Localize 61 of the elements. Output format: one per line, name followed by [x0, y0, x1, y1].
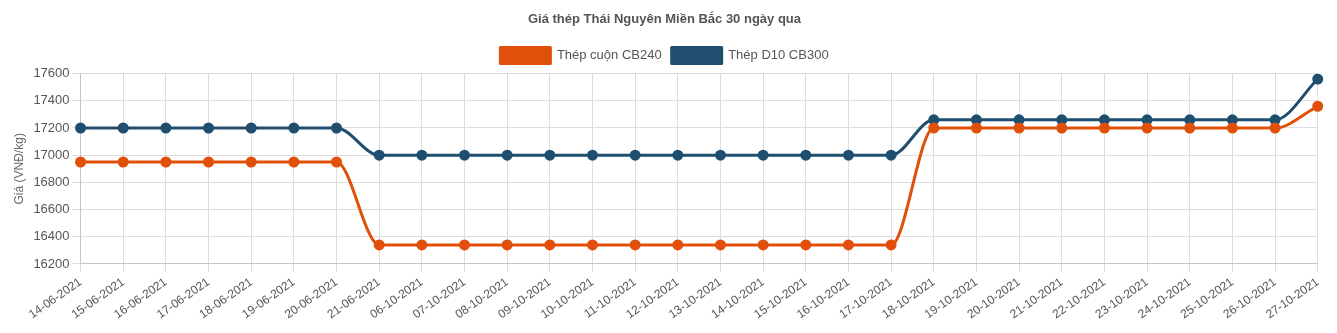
point — [672, 239, 684, 251]
point — [714, 239, 726, 251]
point — [160, 122, 172, 134]
point — [1013, 122, 1025, 134]
point — [928, 122, 940, 134]
legend-label: Thép cuộn CB240 — [556, 47, 662, 63]
point — [416, 149, 428, 161]
y-tick-label: 16600 — [33, 201, 70, 217]
point — [160, 156, 172, 168]
point — [203, 122, 215, 134]
point — [757, 239, 769, 251]
y-tick-label: 17400 — [33, 92, 70, 108]
point — [1141, 122, 1153, 134]
y-tick-label: 17600 — [33, 65, 70, 81]
point — [288, 122, 300, 134]
point — [416, 239, 428, 251]
legend-label: Thép D10 CB300 — [728, 47, 829, 63]
point — [459, 239, 471, 251]
point — [117, 122, 129, 134]
point — [714, 149, 726, 161]
point — [757, 149, 769, 161]
chart-title: Giá thép Thái Nguyên Miền Bắc 30 ngày qua — [527, 11, 802, 27]
point — [629, 239, 641, 251]
point — [586, 239, 598, 251]
point — [885, 149, 897, 161]
point — [459, 149, 471, 161]
point — [288, 156, 300, 168]
y-tick-label: 16200 — [33, 255, 70, 271]
point — [1098, 122, 1110, 134]
y-axis-title: Giá (VNĐ/kg) — [11, 133, 26, 205]
point — [842, 239, 854, 251]
point — [800, 149, 812, 161]
point — [1184, 122, 1196, 134]
point — [1226, 122, 1238, 134]
y-tick-label: 17200 — [33, 119, 70, 135]
point — [672, 149, 684, 161]
point — [970, 122, 982, 134]
point — [1269, 122, 1281, 134]
point — [245, 156, 257, 168]
point — [331, 156, 343, 168]
point — [544, 239, 556, 251]
point — [586, 149, 598, 161]
point — [373, 149, 385, 161]
point — [203, 156, 215, 168]
point — [800, 239, 812, 251]
point — [501, 149, 513, 161]
point — [501, 239, 513, 251]
point — [842, 149, 854, 161]
point — [331, 122, 343, 134]
point — [1312, 73, 1324, 85]
point — [1312, 100, 1324, 112]
point — [373, 239, 385, 251]
y-tick-label: 16800 — [33, 173, 70, 189]
point — [1056, 122, 1068, 134]
y-tick-label: 17000 — [33, 146, 70, 162]
point — [544, 149, 556, 161]
y-tick-label: 16400 — [33, 228, 70, 244]
point — [885, 239, 897, 251]
point — [117, 156, 129, 168]
point — [629, 149, 641, 161]
point — [245, 122, 257, 134]
